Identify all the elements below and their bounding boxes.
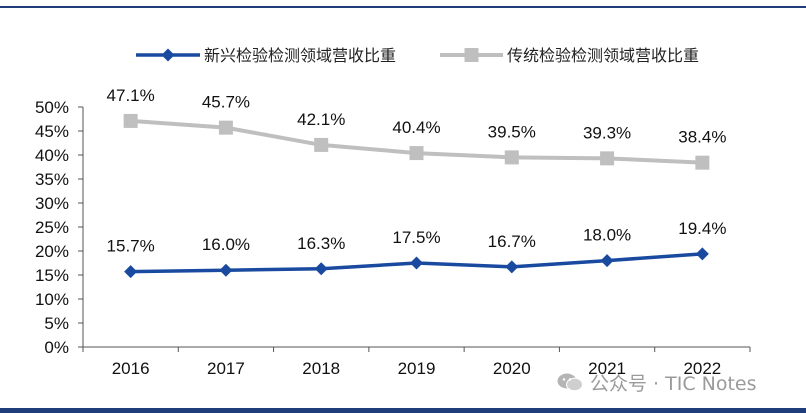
data-label-emerging: 16.0% xyxy=(202,235,250,254)
data-label-emerging: 18.0% xyxy=(583,226,631,245)
legend-label-traditional: 传统检验检测领域营收比重 xyxy=(507,46,699,65)
data-point-emerging xyxy=(219,263,233,277)
legend-label-emerging: 新兴检验检测领域营收比重 xyxy=(204,46,396,65)
data-label-traditional: 39.3% xyxy=(583,123,631,142)
watermark-text: 公众号 · TIC Notes xyxy=(590,372,757,395)
top-border-line xyxy=(0,6,806,8)
data-point-traditional xyxy=(600,151,615,166)
data-label-traditional: 45.7% xyxy=(202,93,250,112)
x-tick-label: 2021 xyxy=(588,359,626,378)
data-point-traditional xyxy=(695,155,710,170)
data-point-emerging xyxy=(314,262,328,276)
y-tick-label: 15% xyxy=(35,266,69,285)
legend-marker-emerging xyxy=(161,48,175,62)
x-tick-label: 2019 xyxy=(398,359,436,378)
data-label-traditional: 39.5% xyxy=(488,122,536,141)
x-tick-label: 2017 xyxy=(207,359,245,378)
data-label-emerging: 19.4% xyxy=(678,219,726,238)
legend-marker-traditional xyxy=(464,48,479,62)
data-label-emerging: 15.7% xyxy=(107,237,155,256)
x-tick-label: 2018 xyxy=(302,359,340,378)
bottom-border-line xyxy=(0,408,806,413)
data-point-emerging xyxy=(124,265,138,279)
x-tick-label: 2022 xyxy=(683,359,721,378)
data-label-traditional: 42.1% xyxy=(297,110,345,129)
watermark: 公众号 · TIC Notes xyxy=(556,370,757,395)
y-tick-label: 40% xyxy=(35,146,69,165)
wechat-icon xyxy=(557,373,583,392)
data-label-traditional: 47.1% xyxy=(107,86,155,105)
data-label-emerging: 16.7% xyxy=(488,232,536,251)
data-point-emerging xyxy=(600,254,614,268)
data-point-emerging xyxy=(695,247,709,261)
y-tick-label: 5% xyxy=(44,314,69,333)
data-point-emerging xyxy=(410,256,423,270)
y-tick-label: 20% xyxy=(35,242,69,261)
data-point-traditional xyxy=(218,120,233,135)
data-point-traditional xyxy=(409,146,424,161)
data-label-traditional: 40.4% xyxy=(392,118,440,137)
data-point-traditional xyxy=(123,113,138,128)
x-tick-label: 2016 xyxy=(112,359,150,378)
y-tick-label: 0% xyxy=(44,338,69,357)
y-tick-label: 50% xyxy=(35,98,69,117)
y-tick-label: 25% xyxy=(35,218,69,237)
y-tick-label: 10% xyxy=(35,290,69,309)
data-point-traditional xyxy=(504,150,519,165)
data-label-emerging: 16.3% xyxy=(297,234,345,253)
data-label-traditional: 38.4% xyxy=(678,128,726,147)
data-point-emerging xyxy=(505,260,519,274)
data-label-emerging: 17.5% xyxy=(392,228,440,247)
data-point-traditional xyxy=(314,137,329,152)
y-tick-label: 30% xyxy=(35,194,69,213)
x-tick-label: 2020 xyxy=(493,359,531,378)
y-tick-label: 45% xyxy=(35,122,69,141)
y-tick-label: 35% xyxy=(35,170,69,189)
